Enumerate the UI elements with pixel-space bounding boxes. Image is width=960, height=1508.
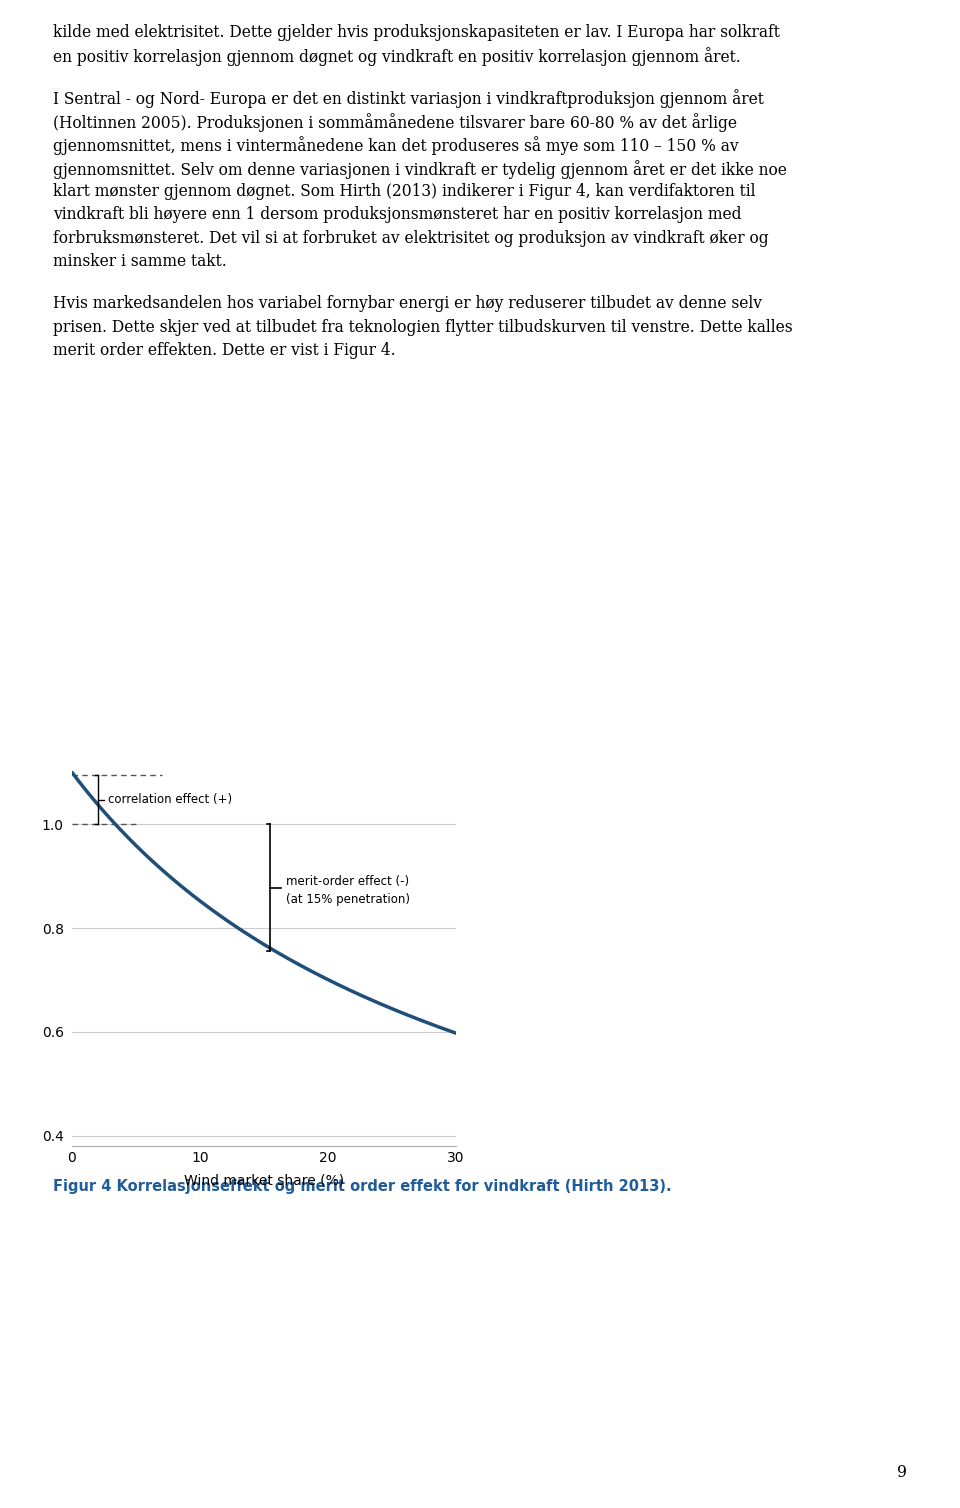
Text: I Sentral - og Nord- Europa er det en distinkt variasjon i vindkraftproduksjon g: I Sentral - og Nord- Europa er det en di… [53, 89, 763, 109]
Text: merit order effekten. Dette er vist i Figur 4.: merit order effekten. Dette er vist i Fi… [53, 342, 396, 359]
Text: (Holtinnen 2005). Produksjonen i sommåmånedene tilsvarer bare 60-80 % av det årl: (Holtinnen 2005). Produksjonen i sommåmå… [53, 113, 737, 131]
Text: 9: 9 [898, 1464, 907, 1481]
Text: (at 15% penetration): (at 15% penetration) [286, 893, 410, 906]
Text: Hvis markedsandelen hos variabel fornybar energi er høy reduserer tilbudet av de: Hvis markedsandelen hos variabel fornyba… [53, 296, 762, 312]
Text: merit-order effect (-): merit-order effect (-) [286, 875, 409, 888]
Text: forbruksmønsteret. Det vil si at forbruket av elektrisitet og produksjon av vind: forbruksmønsteret. Det vil si at forbruk… [53, 229, 768, 247]
X-axis label: Wind market share (%): Wind market share (%) [184, 1173, 344, 1187]
Text: vindkraft bli høyere enn 1 dersom produksjonsmønsteret har en positiv korrelasjo: vindkraft bli høyere enn 1 dersom produk… [53, 207, 741, 223]
Text: minsker i samme takt.: minsker i samme takt. [53, 253, 227, 270]
Text: en positiv korrelasjon gjennom døgnet og vindkraft en positiv korrelasjon gjenno: en positiv korrelasjon gjennom døgnet og… [53, 47, 740, 66]
Text: prisen. Dette skjer ved at tilbudet fra teknologien flytter tilbudskurven til ve: prisen. Dette skjer ved at tilbudet fra … [53, 318, 792, 336]
Text: correlation effect (+): correlation effect (+) [108, 793, 232, 807]
Text: kilde med elektrisitet. Dette gjelder hvis produksjonskapasiteten er lav. I Euro: kilde med elektrisitet. Dette gjelder hv… [53, 24, 780, 41]
Text: klart mønster gjennom døgnet. Som Hirth (2013) indikerer i Figur 4, kan verdifak: klart mønster gjennom døgnet. Som Hirth … [53, 182, 756, 201]
Text: Figur 4 Korrelasjonseffekt og merit order effekt for vindkraft (Hirth 2013).: Figur 4 Korrelasjonseffekt og merit orde… [53, 1179, 671, 1194]
Text: gjennomsnittet, mens i vintermånedene kan det produseres så mye som 110 – 150 % : gjennomsnittet, mens i vintermånedene ka… [53, 136, 738, 155]
Text: gjennomsnittet. Selv om denne variasjonen i vindkraft er tydelig gjennom året er: gjennomsnittet. Selv om denne variasjone… [53, 160, 786, 178]
